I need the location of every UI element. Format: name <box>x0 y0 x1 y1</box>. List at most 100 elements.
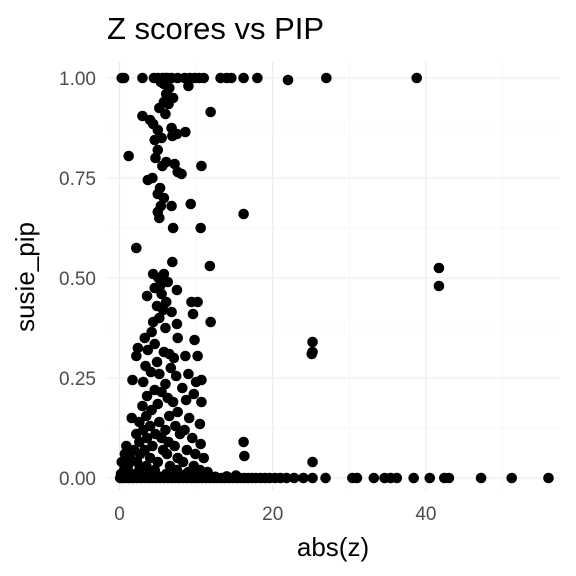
data-point <box>198 452 210 464</box>
data-point <box>171 318 183 330</box>
data-point <box>152 124 164 136</box>
data-point <box>152 470 164 482</box>
data-point <box>152 144 164 156</box>
data-point <box>157 304 169 316</box>
data-point <box>131 350 142 362</box>
data-point <box>147 172 158 184</box>
data-points <box>114 72 554 484</box>
data-point <box>149 134 161 146</box>
data-point <box>121 469 132 481</box>
data-point <box>205 316 216 328</box>
data-point <box>368 472 380 484</box>
data-point <box>160 296 172 308</box>
data-point <box>160 108 171 120</box>
data-point <box>306 348 318 360</box>
data-point <box>162 276 174 288</box>
data-point <box>433 262 445 274</box>
data-point <box>205 106 216 118</box>
data-point <box>131 428 142 440</box>
data-point <box>166 200 177 212</box>
data-point <box>160 378 171 390</box>
data-point <box>151 356 163 368</box>
data-point <box>174 428 186 440</box>
data-point <box>158 268 170 280</box>
data-point <box>131 456 143 468</box>
data-point <box>163 410 175 422</box>
data-point <box>149 282 161 294</box>
data-point <box>154 212 165 224</box>
data-point <box>137 400 148 412</box>
data-point <box>158 192 170 204</box>
data-point <box>196 374 207 386</box>
data-point <box>134 416 145 428</box>
data-point <box>147 316 159 328</box>
data-point <box>443 472 455 484</box>
data-point <box>172 332 184 344</box>
data-point <box>177 456 189 468</box>
data-point <box>168 352 180 364</box>
data-point <box>281 472 292 484</box>
data-point <box>196 160 207 172</box>
data-point <box>132 342 144 354</box>
data-point <box>196 396 207 408</box>
data-point <box>139 332 151 344</box>
data-point <box>321 72 332 84</box>
data-point <box>298 472 309 484</box>
data-point <box>134 448 146 460</box>
data-point <box>118 72 130 84</box>
data-point <box>408 472 419 484</box>
data-point <box>433 280 445 292</box>
data-point <box>163 470 175 482</box>
data-point <box>123 150 134 162</box>
data-point <box>160 322 171 334</box>
y-tick-label: 1.00 <box>59 69 96 90</box>
data-point <box>176 168 187 180</box>
data-point <box>198 72 210 84</box>
data-point <box>141 390 153 402</box>
data-point <box>230 470 242 481</box>
data-point <box>171 284 183 296</box>
data-point <box>188 388 200 400</box>
data-point <box>167 222 179 234</box>
data-point <box>238 72 249 84</box>
y-tick-label: 0.75 <box>59 169 96 190</box>
data-point <box>156 288 167 300</box>
x-axis-tick-labels: 0 20 40 <box>114 504 436 525</box>
data-point <box>424 472 436 484</box>
data-point <box>170 370 182 382</box>
data-point <box>187 308 199 320</box>
data-point <box>307 472 318 484</box>
data-point <box>161 448 173 460</box>
data-point <box>190 467 202 479</box>
x-axis-title: abs(z) <box>297 532 369 562</box>
data-point <box>146 326 157 338</box>
data-point <box>141 410 152 422</box>
y-axis-title: susie_pip <box>10 222 40 332</box>
data-point <box>239 450 250 462</box>
data-point <box>204 260 216 272</box>
data-point <box>172 406 184 418</box>
data-point <box>166 306 177 318</box>
y-axis-tick-labels: 0.00 0.25 0.50 0.75 1.00 <box>59 69 96 490</box>
data-point <box>190 448 201 460</box>
data-point <box>192 350 203 362</box>
data-point <box>150 152 161 164</box>
data-point <box>238 436 249 448</box>
data-point <box>238 208 249 220</box>
data-point <box>170 420 181 432</box>
data-point <box>506 472 518 484</box>
y-tick-label: 0.25 <box>59 369 96 390</box>
data-point <box>183 412 195 424</box>
data-point <box>189 334 200 346</box>
data-point <box>183 368 194 380</box>
data-point <box>154 416 165 428</box>
data-point <box>129 470 141 482</box>
data-point <box>252 72 263 84</box>
data-point <box>127 374 138 386</box>
data-point <box>160 156 172 168</box>
data-point <box>351 472 363 484</box>
data-point <box>180 394 192 406</box>
y-tick-label: 0.00 <box>59 469 96 490</box>
data-point <box>209 471 221 483</box>
